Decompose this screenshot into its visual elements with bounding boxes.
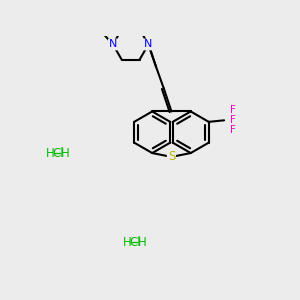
Text: F: F [230, 125, 236, 135]
Text: H: H [46, 146, 55, 160]
Text: H: H [123, 236, 132, 249]
Text: H: H [138, 236, 147, 249]
Text: Cl: Cl [129, 236, 141, 249]
Text: N: N [144, 40, 152, 50]
Text: N: N [109, 40, 117, 50]
Text: Cl: Cl [52, 146, 64, 160]
Text: F: F [230, 115, 236, 125]
Text: O: O [88, 0, 97, 2]
Text: F: F [230, 105, 236, 115]
Text: S: S [168, 150, 175, 164]
Text: H: H [61, 146, 70, 160]
